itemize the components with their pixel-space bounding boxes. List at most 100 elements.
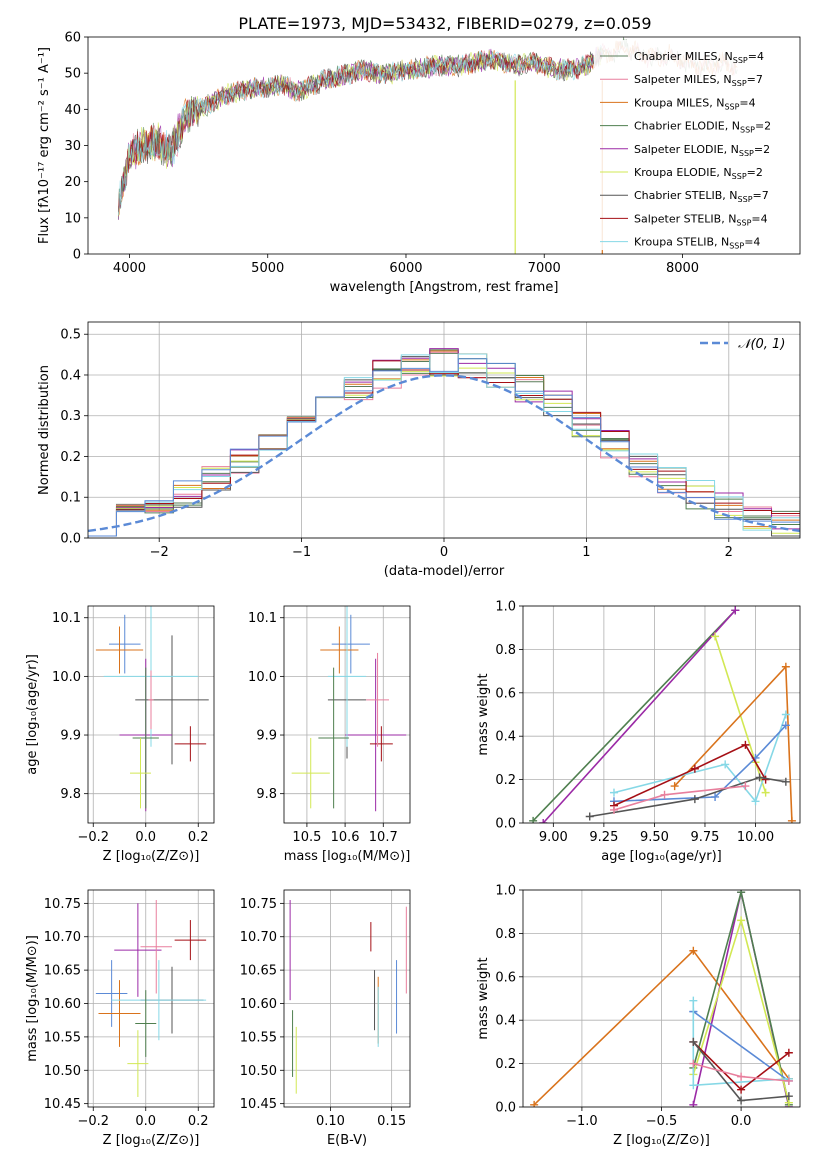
- legend-subscript: SSP: [740, 126, 755, 135]
- plot-area: [289, 900, 407, 1094]
- y-tick-label: 10.0: [52, 670, 81, 685]
- x-tick-label: 9.25: [589, 830, 618, 845]
- y-tick-label: 10.45: [240, 1097, 277, 1112]
- panel-age_vs_Z: −0.2 0.0 0.2 9.8 9.9 10.0 10.1 Z [log₁₀(Z/Z⊙)] a…: [25, 605, 215, 864]
- series-marker: [609, 788, 618, 797]
- figure-title: PLATE=1973, MJD=53432, FIBERID=0279, z=0…: [238, 14, 651, 33]
- x-tick-label: −1: [292, 545, 311, 560]
- x-tick-label: 0.0: [731, 1114, 752, 1129]
- y-tick-label: 0.6: [495, 686, 516, 701]
- x-axis-label: wavelength [Angstrom, rest frame]: [330, 280, 559, 295]
- y-tick-label: 10.70: [240, 930, 277, 945]
- legend-value: =4: [744, 236, 760, 249]
- x-tick-label: −0.2: [77, 1114, 109, 1129]
- y-tick-label: 10.55: [240, 1030, 277, 1045]
- y-tick-label: 10.0: [248, 670, 277, 685]
- legend-label: Chabrier ELODIE, NSSP=2: [634, 120, 771, 135]
- legend-subscript: SSP: [739, 149, 754, 158]
- x-tick-label: 6000: [389, 261, 422, 276]
- panel-spectrum: 4000 5000 6000 7000 8000 0 10 20 30 40 50 60 wavelen…: [37, 31, 801, 295]
- x-tick-label: 0.2: [188, 1114, 209, 1129]
- y-tick-label: 10.65: [44, 964, 81, 979]
- y-tick-label: 0.2: [495, 1057, 516, 1072]
- histogram-step: [88, 358, 800, 538]
- legend-label: Salpeter ELODIE, NSSP=2: [634, 143, 770, 158]
- y-tick-label: 1.0: [495, 600, 516, 615]
- plot-area: [530, 890, 793, 1107]
- legend-value: =2: [747, 166, 763, 179]
- axes-frame: [87, 889, 215, 1108]
- x-tick-label: 0.2: [188, 830, 209, 845]
- x-tick-label: −2: [150, 545, 169, 560]
- x-axis-label: Z [log₁₀(Z/Z⊙)]: [103, 1133, 200, 1148]
- y-tick-label: 10.60: [240, 997, 277, 1012]
- y-tick-label: 20: [64, 175, 81, 190]
- y-tick-label: 10.75: [44, 897, 81, 912]
- spectrum-line: [118, 44, 603, 216]
- plot-area: [291, 606, 407, 812]
- legend-subscript: SSP: [729, 242, 744, 251]
- x-tick-label: 0.0: [135, 1114, 156, 1129]
- y-tick-label: 1.0: [495, 884, 516, 899]
- y-tick-label: 0.8: [495, 927, 516, 942]
- y-tick-label: 9.9: [60, 729, 81, 744]
- x-tick-label: 9.00: [539, 830, 568, 845]
- x-tick-label: 0.15: [377, 1114, 406, 1129]
- y-axis-label: age [log₁₀(age/yr)]: [25, 654, 40, 775]
- x-tick-label: 10.00: [737, 830, 774, 845]
- y-tick-label: 0.0: [495, 1101, 516, 1116]
- y-tick-label: 0.4: [60, 368, 81, 383]
- x-tick-label: 9.50: [640, 830, 669, 845]
- panel-mass_vs_EBV: 0.10 0.15 10.45 10.50 10.55 10.60 10.65 10.70 10…: [240, 889, 411, 1148]
- y-tick-label: 60: [64, 31, 81, 46]
- series-line: [532, 609, 736, 822]
- series-marker: [585, 812, 594, 821]
- y-axis-label: mass [log₁₀(M/M⊙)]: [25, 935, 40, 1062]
- y-tick-label: 0.0: [60, 532, 81, 547]
- y-tick-label: 10.65: [240, 964, 277, 979]
- panel-mass_vs_Z: −0.2 0.0 0.2 10.45 10.50 10.55 10.60 10.65 10.70…: [25, 889, 215, 1148]
- y-tick-label: 9.8: [256, 787, 277, 802]
- legend-value: =4: [748, 50, 764, 63]
- x-tick-label: 7000: [528, 261, 561, 276]
- x-axis-label: age [log₁₀(age/yr)]: [601, 849, 722, 864]
- axes-frame: [87, 321, 801, 539]
- y-tick-label: 10.60: [44, 997, 81, 1012]
- series-marker: [711, 632, 720, 641]
- y-tick-label: 10.70: [44, 930, 81, 945]
- legend-box: [594, 40, 790, 250]
- plot-area: [95, 606, 209, 812]
- series-marker: [781, 710, 790, 719]
- x-axis-label: mass [log₁₀(M/M⊙)]: [284, 849, 411, 864]
- y-axis-label: Flux [fλ10⁻¹⁷ erg cm⁻² s⁻¹ A⁻¹]: [37, 47, 52, 244]
- panel-age_vs_mass: 10.5 10.6 10.7 9.8 9.9 10.0 10.1 mass [log₁₀(M/…: [248, 605, 411, 864]
- series-marker: [689, 996, 698, 1005]
- series-marker: [689, 1081, 698, 1090]
- y-tick-label: 10.1: [248, 611, 277, 626]
- axes-frame: [522, 889, 801, 1108]
- series-marker: [690, 795, 699, 804]
- x-axis-label: Z [log₁₀(Z/Z⊙)]: [613, 1133, 710, 1148]
- series-marker: [784, 1048, 793, 1057]
- series-marker: [784, 1076, 793, 1085]
- x-tick-label: 9.75: [690, 830, 719, 845]
- series-marker: [690, 764, 699, 773]
- series-marker: [689, 1059, 698, 1068]
- legend-label: Kroupa ELODIE, NSSP=2: [634, 166, 763, 181]
- x-tick-label: −1.0: [566, 1114, 598, 1129]
- x-axis-label: (data-model)/error: [384, 564, 505, 579]
- x-tick-label: 10.6: [331, 830, 360, 845]
- series-marker: [737, 1085, 746, 1094]
- legend-label: Chabrier STELIB, NSSP=7: [634, 189, 769, 204]
- axes-frame: [283, 889, 411, 1108]
- axes-frame: [283, 605, 411, 824]
- x-tick-label: 2: [725, 545, 733, 560]
- series-marker: [689, 946, 698, 955]
- y-tick-label: 40: [64, 103, 81, 118]
- y-tick-label: 0.1: [60, 491, 81, 506]
- series-marker: [755, 773, 764, 782]
- x-tick-label: 0.10: [316, 1114, 345, 1129]
- legend-subscript: SSP: [738, 195, 753, 204]
- series-line: [542, 609, 736, 823]
- axes-frame: [522, 605, 801, 824]
